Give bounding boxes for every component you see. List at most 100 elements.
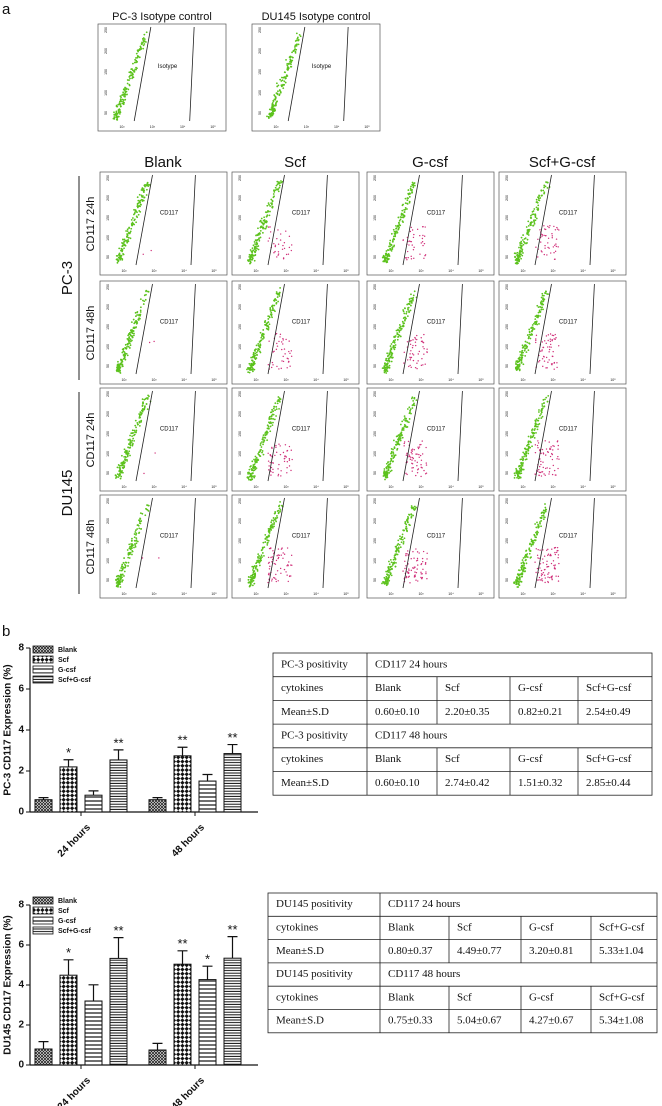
event-dot: [124, 90, 127, 93]
event-dot: [130, 545, 133, 547]
event-dot: [419, 444, 421, 446]
plot-frame: [366, 171, 495, 276]
event-dot: [383, 471, 386, 474]
event-dot: [539, 315, 541, 317]
event-dot: [140, 528, 143, 530]
event-dot: [411, 507, 413, 510]
x-tick-label: 10⁵: [211, 592, 217, 596]
event-dot: [402, 309, 405, 311]
event-dot: [541, 358, 544, 360]
table-cell: 1.51±0.32: [518, 777, 563, 789]
event-dot: [264, 538, 267, 540]
event-dot: [520, 236, 523, 239]
event-dot: [290, 355, 293, 358]
event-dot: [406, 529, 408, 532]
event-dot: [282, 257, 285, 259]
y-tick-label: 50: [104, 111, 108, 115]
event-dot: [518, 464, 521, 467]
y-tick-label: 200: [505, 304, 509, 310]
event-dot: [129, 70, 132, 73]
event-dot: [538, 309, 541, 312]
event-dot: [412, 466, 414, 469]
y-tick-label: 0: [18, 807, 24, 818]
event-dot: [403, 214, 406, 217]
event-dot: [403, 441, 406, 443]
event-dot: [539, 305, 541, 308]
event-dot: [253, 349, 256, 352]
event-dot: [538, 465, 541, 468]
event-dot: [127, 232, 130, 235]
event-dot: [251, 569, 254, 571]
event-dot: [404, 560, 406, 562]
event-dot: [424, 562, 427, 564]
event-dot: [392, 456, 395, 459]
event-dot: [139, 520, 142, 523]
event-dot: [272, 193, 275, 195]
event-dot: [405, 523, 408, 526]
event-dot: [269, 115, 272, 118]
event-dot: [424, 254, 427, 256]
event-dot: [280, 470, 282, 472]
event-dot: [386, 470, 388, 473]
event-dot: [549, 576, 551, 579]
event-dot: [255, 234, 257, 237]
event-dot: [537, 442, 540, 444]
event-dot: [420, 459, 423, 461]
event-dot: [400, 431, 403, 434]
event-dot: [296, 43, 298, 46]
error-bar: [113, 749, 124, 760]
y-tick-label: 250: [106, 498, 110, 504]
event-dot: [423, 235, 426, 237]
table-cell: PC-3 positivity: [281, 729, 348, 741]
event-dot: [544, 398, 546, 401]
event-dot: [547, 334, 550, 336]
event-dot: [274, 402, 277, 405]
event-dot: [253, 368, 256, 371]
event-dot: [385, 570, 388, 573]
legend-swatch: [32, 916, 54, 925]
y-tick-label: 150: [106, 215, 110, 221]
table-cell: Scf: [457, 921, 472, 933]
event-dot: [393, 335, 396, 338]
event-dot: [274, 563, 277, 565]
y-tick-label: 250: [238, 284, 242, 290]
event-dot: [277, 554, 279, 556]
event-dot: [286, 466, 288, 469]
event-dot: [551, 237, 553, 239]
event-dot: [122, 93, 125, 96]
event-dot: [553, 225, 555, 228]
event-dot: [273, 405, 276, 408]
event-dot: [263, 554, 265, 557]
y-tick-label: 250: [238, 498, 242, 504]
event-dot: [292, 49, 295, 52]
event-dot: [554, 553, 557, 556]
event-dot: [140, 420, 143, 423]
event-dot: [266, 432, 269, 434]
event-dot: [135, 533, 137, 536]
event-dot: [412, 296, 415, 299]
event-dot: [290, 61, 293, 63]
plot-frame: [99, 280, 228, 385]
event-dot: [288, 465, 291, 467]
event-dot: [134, 58, 136, 61]
event-dot: [144, 514, 147, 517]
event-dot: [394, 558, 397, 561]
event-dot: [384, 362, 386, 365]
event-dot: [253, 241, 256, 243]
event-dot: [119, 468, 122, 471]
event-dot: [122, 238, 124, 241]
event-dot: [117, 582, 120, 585]
event-dot: [519, 244, 522, 246]
event-dot: [557, 580, 560, 582]
event-dot: [289, 55, 292, 58]
event-dot: [252, 244, 255, 247]
table-cell: Scf+G-csf: [599, 991, 645, 1003]
event-dot: [416, 469, 419, 471]
timepoint-label: CD117 48h: [85, 520, 97, 575]
event-dot: [272, 410, 275, 413]
gate-label: Isotype: [158, 64, 178, 70]
event-dot: [555, 575, 557, 577]
event-dot: [545, 335, 548, 337]
x-tick-label: 10²: [273, 125, 279, 129]
event-dot: [264, 323, 266, 326]
